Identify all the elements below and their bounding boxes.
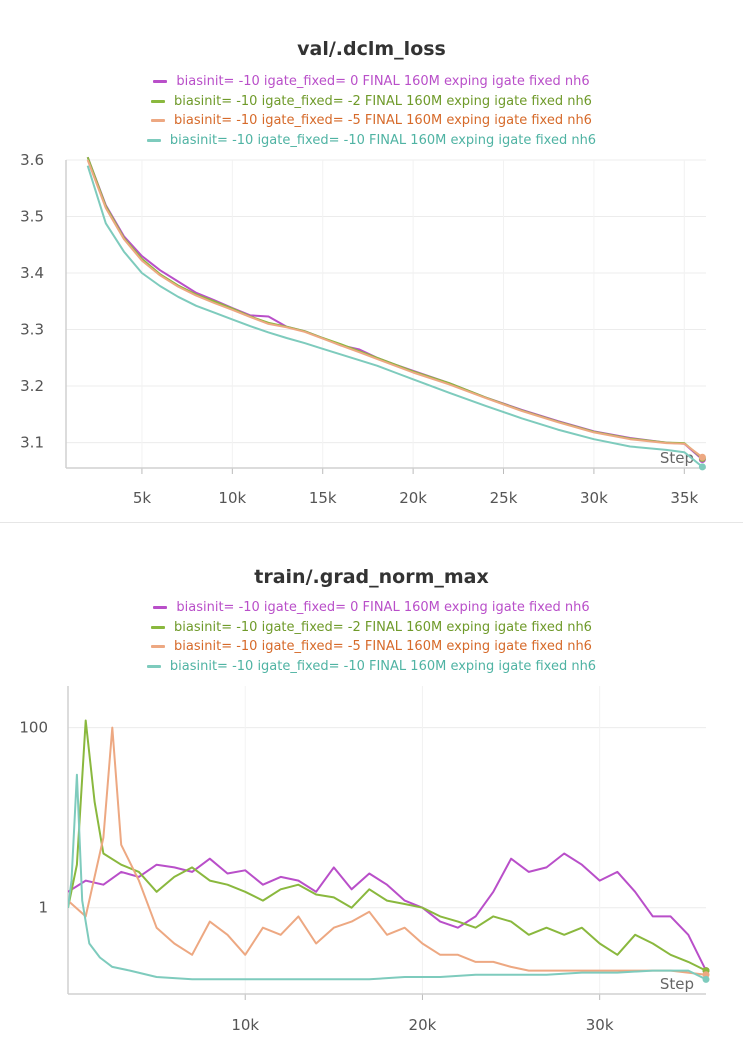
legend-label: biasinit= -10 igate_fixed= -10 FINAL 160… bbox=[169, 658, 597, 674]
y-tick-label: 1 bbox=[38, 899, 48, 917]
grid-lines bbox=[66, 159, 706, 468]
x-tick-label: 10k bbox=[231, 1016, 259, 1034]
legend-item[interactable]: biasinit= -10 igate_fixed= -5 FINAL 160M… bbox=[0, 111, 743, 131]
chart-title: train/.grad_norm_max bbox=[254, 566, 489, 588]
panel-divider bbox=[0, 522, 743, 523]
legend-item[interactable]: biasinit= -10 igate_fixed= -2 FINAL 160M… bbox=[0, 618, 743, 638]
y-tick-label: 3.5 bbox=[20, 208, 44, 226]
series-endpoint-3 bbox=[702, 975, 710, 983]
legend-swatch bbox=[151, 99, 166, 103]
legend-item[interactable]: biasinit= -10 igate_fixed= 0 FINAL 160M … bbox=[0, 72, 743, 92]
x-tick-label: 20k bbox=[399, 489, 427, 507]
legend-swatch bbox=[151, 119, 166, 123]
x-tick-label: 35k bbox=[670, 489, 698, 507]
series-line-1 bbox=[86, 156, 704, 460]
series-line-3 bbox=[68, 773, 707, 981]
legend-swatch bbox=[151, 645, 166, 649]
legend-item[interactable]: biasinit= -10 igate_fixed= -10 FINAL 160… bbox=[0, 131, 743, 151]
chart-panel-val-loss: val/.dclm_loss biasinit= -10 igate_fixed… bbox=[0, 0, 743, 523]
y-tick-label: 3.6 bbox=[20, 151, 44, 169]
legend-label: biasinit= -10 igate_fixed= -10 FINAL 160… bbox=[169, 132, 597, 148]
legend-swatch bbox=[153, 80, 168, 84]
legend-swatch bbox=[153, 606, 168, 610]
x-tick-label: 20k bbox=[409, 1016, 437, 1034]
y-tick-label: 3.2 bbox=[20, 377, 44, 395]
y-tick-label: 3.4 bbox=[20, 264, 44, 282]
legend-label: biasinit= -10 igate_fixed= -2 FINAL 160M… bbox=[174, 619, 592, 635]
chart-panel-grad-norm: train/.grad_norm_max biasinit= -10 igate… bbox=[0, 526, 743, 1048]
legend-label: biasinit= -10 igate_fixed= -5 FINAL 160M… bbox=[174, 113, 592, 129]
x-tick-label: 15k bbox=[309, 489, 337, 507]
legend-item[interactable]: biasinit= -10 igate_fixed= -2 FINAL 160M… bbox=[0, 92, 743, 112]
x-tick-label: 30k bbox=[580, 489, 608, 507]
chart-title: val/.dclm_loss bbox=[297, 38, 446, 60]
legend-swatch bbox=[151, 625, 166, 629]
chart-legend: biasinit= -10 igate_fixed= 0 FINAL 160M … bbox=[0, 598, 743, 676]
x-tick-label: 30k bbox=[586, 1016, 614, 1034]
legend-swatch bbox=[146, 664, 161, 668]
series-endpoint-3 bbox=[698, 463, 706, 471]
legend-item[interactable]: biasinit= -10 igate_fixed= 0 FINAL 160M … bbox=[0, 598, 743, 618]
line-chart-plot[interactable]: 1 100 10k 20k 30k Step bbox=[0, 526, 743, 1048]
legend-label: biasinit= -10 igate_fixed= 0 FINAL 160M … bbox=[176, 74, 590, 90]
series-line-2 bbox=[86, 159, 704, 459]
y-tick-label: 100 bbox=[19, 719, 48, 737]
y-tick-label: 3.3 bbox=[20, 321, 44, 339]
legend-label: biasinit= -10 igate_fixed= -2 FINAL 160M… bbox=[174, 93, 592, 109]
x-tick-label: 10k bbox=[218, 489, 246, 507]
series-line-3 bbox=[86, 165, 704, 468]
chart-legend: biasinit= -10 igate_fixed= 0 FINAL 160M … bbox=[0, 72, 743, 150]
series-line-0 bbox=[86, 156, 704, 461]
series-line-0 bbox=[68, 852, 707, 972]
x-tick-label: 25k bbox=[490, 489, 518, 507]
series-line-2 bbox=[68, 726, 707, 976]
x-tick-label: 5k bbox=[133, 489, 152, 507]
legend-item[interactable]: biasinit= -10 igate_fixed= -5 FINAL 160M… bbox=[0, 637, 743, 657]
x-axis-title: Step bbox=[660, 975, 694, 993]
legend-label: biasinit= -10 igate_fixed= 0 FINAL 160M … bbox=[176, 600, 590, 616]
y-tick-label: 3.1 bbox=[20, 434, 44, 452]
legend-swatch bbox=[146, 138, 161, 142]
line-chart-plot[interactable]: 3.13.23.33.43.53.65k 10k 15k 20k 25k 30k 35kSt… bbox=[0, 0, 743, 523]
series-line-1 bbox=[68, 719, 707, 972]
series-endpoint-2 bbox=[698, 453, 706, 461]
legend-label: biasinit= -10 igate_fixed= -5 FINAL 160M… bbox=[174, 639, 592, 655]
grid-lines bbox=[68, 686, 706, 994]
legend-item[interactable]: biasinit= -10 igate_fixed= -10 FINAL 160… bbox=[0, 657, 743, 677]
